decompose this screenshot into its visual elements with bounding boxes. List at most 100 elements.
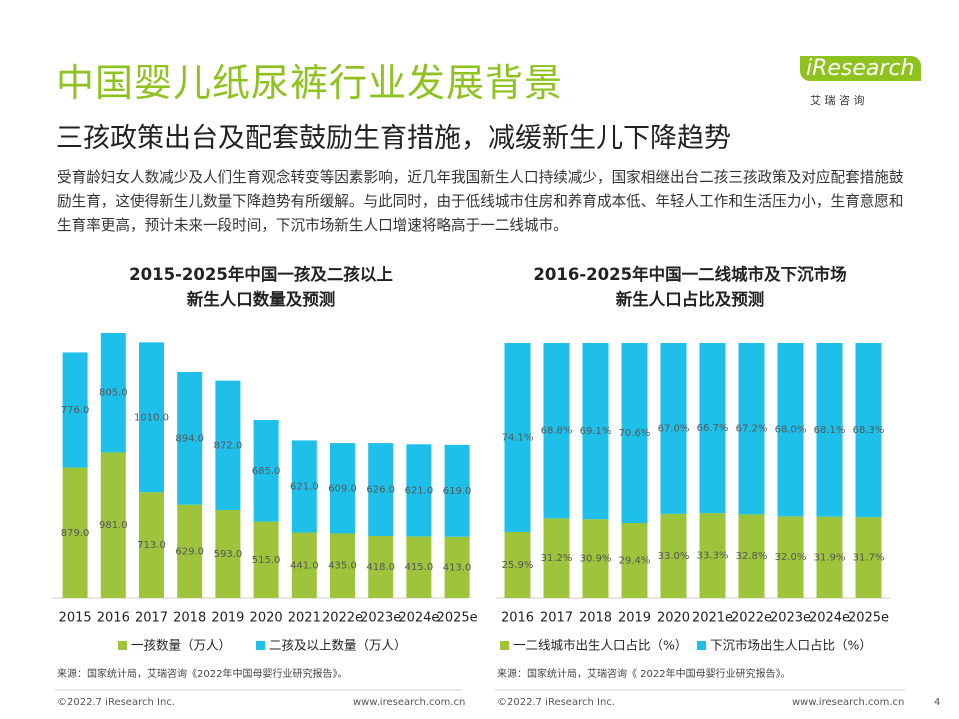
value-label: 619.0 [443,486,472,497]
chart-title: 2015-2025年中国一孩及二孩以上 新生人口数量及预测 [129,265,393,309]
x-tick-label: 2019 [618,611,651,626]
x-tick-label: 2018 [173,611,206,626]
bar-segment [177,504,203,598]
value-label: 74.1% [502,432,534,443]
bar-segment [621,523,648,598]
source: 来源：国家统计局，艾瑞咨询《2022年中国母婴行业研究报告》。 [57,669,348,680]
value-label: 67.0% [658,423,690,434]
legend-label: 下沉市场出生人口占比（%） [710,638,872,653]
legend-swatch [256,641,265,650]
value-label: 68.3% [853,425,885,436]
x-tick-label: 2018 [579,611,612,626]
bar-segment [855,343,882,518]
bar-segment [253,521,279,598]
bar-segment [100,333,126,453]
value-label: 629.0 [175,546,204,557]
value-label: 879.0 [61,528,90,539]
bar-segment [62,352,88,468]
logo-sub: 艾 瑞 咨 询 [810,94,865,107]
value-label: 68.0% [775,425,807,436]
x-tick-label: 2022e [322,611,363,626]
value-label: 685.0 [252,466,281,477]
bar-segment [621,343,648,524]
value-label: 31.2% [541,553,573,564]
logo: iResearch [800,56,921,81]
x-tick-label: 2020 [657,611,690,626]
x-tick-label: 2022e [731,611,772,626]
bar-segment [368,443,394,536]
bar-segment [738,343,765,515]
x-tick-label: 2020 [250,611,283,626]
x-tick-label: 2021e [692,611,733,626]
x-tick-label: 2016 [501,611,534,626]
bar-segment [543,343,570,519]
value-label: 435.0 [328,561,357,572]
bar-segment [139,492,164,598]
bar-segment [177,372,203,505]
value-label: 31.7% [853,553,885,564]
legend-swatch [118,641,127,650]
bar-segment [582,343,609,520]
value-label: 1010.0 [134,412,169,423]
x-tick-label: 2023e [360,611,401,626]
bar-segment [543,518,570,598]
value-label: 413.0 [443,562,472,573]
page-title: 中国婴儿纸尿裤行业发展背景 [56,61,564,105]
value-label: 609.0 [328,483,357,494]
bar-segment [444,536,470,598]
bar-segment [406,536,432,598]
bar-segment [139,342,164,493]
legend-swatch [697,641,706,650]
value-label: 415.0 [405,562,434,573]
value-label: 626.0 [366,485,395,496]
bar-segment [406,444,432,537]
bar-segment [738,514,765,598]
x-tick-label: 2023e [770,611,811,626]
value-label: 621.0 [405,485,434,496]
bar-segment [777,516,804,598]
bar-segment [330,533,355,598]
value-label: 593.0 [214,549,243,560]
value-label: 30.9% [580,554,612,565]
bar-segment [699,513,726,598]
legend-swatch [500,641,509,650]
legend-label: 二孩及以上数量（万人） [269,638,407,653]
value-label: 515.0 [252,555,281,566]
bar-segment [100,452,126,598]
value-label: 70.6% [619,428,651,439]
x-tick-label: 2015 [59,611,92,626]
x-tick-label: 2024e [809,611,850,626]
page-number: 4 [934,697,941,708]
value-label: 981.0 [99,520,128,531]
bar-segment [777,343,804,517]
legend-label: 一二线城市出生人口占比（%） [513,638,687,653]
value-label: 805.0 [99,388,128,399]
value-label: 872.0 [214,440,243,451]
value-label: 441.0 [290,560,319,571]
bar-segment [215,380,241,511]
x-tick-label: 2025e [848,611,889,626]
bar-segment [855,517,882,598]
value-label: 67.2% [736,424,768,435]
x-tick-label: 2017 [135,611,168,626]
bar-segment [291,532,317,598]
bar-segment [816,343,843,517]
bar-segment [215,510,241,598]
bar-segment [330,443,355,534]
source: 来源：国家统计局，艾瑞咨询《 2022年中国母婴行业研究报告》。 [497,669,791,680]
footer-copyright: ©2022.7 iResearch Inc. [497,697,615,708]
legend-label: 一孩数量（万人） [131,638,231,653]
x-tick-label: 2024e [398,611,439,626]
value-label: 68.8% [541,426,573,437]
footer-url: www.iresearch.com.cn [353,697,466,708]
value-label: 776.0 [61,405,90,416]
value-label: 68.1% [814,425,846,436]
value-label: 33.0% [658,551,690,562]
bar-segment [253,419,279,522]
bar-segment [291,440,317,533]
footer-copyright: ©2022.7 iResearch Inc. [57,697,175,708]
chart-title: 2016-2025年中国一二线城市及下沉市场 新生人口占比及预测 [533,265,847,309]
x-tick-label: 2019 [211,611,244,626]
bar-segment [444,444,470,537]
